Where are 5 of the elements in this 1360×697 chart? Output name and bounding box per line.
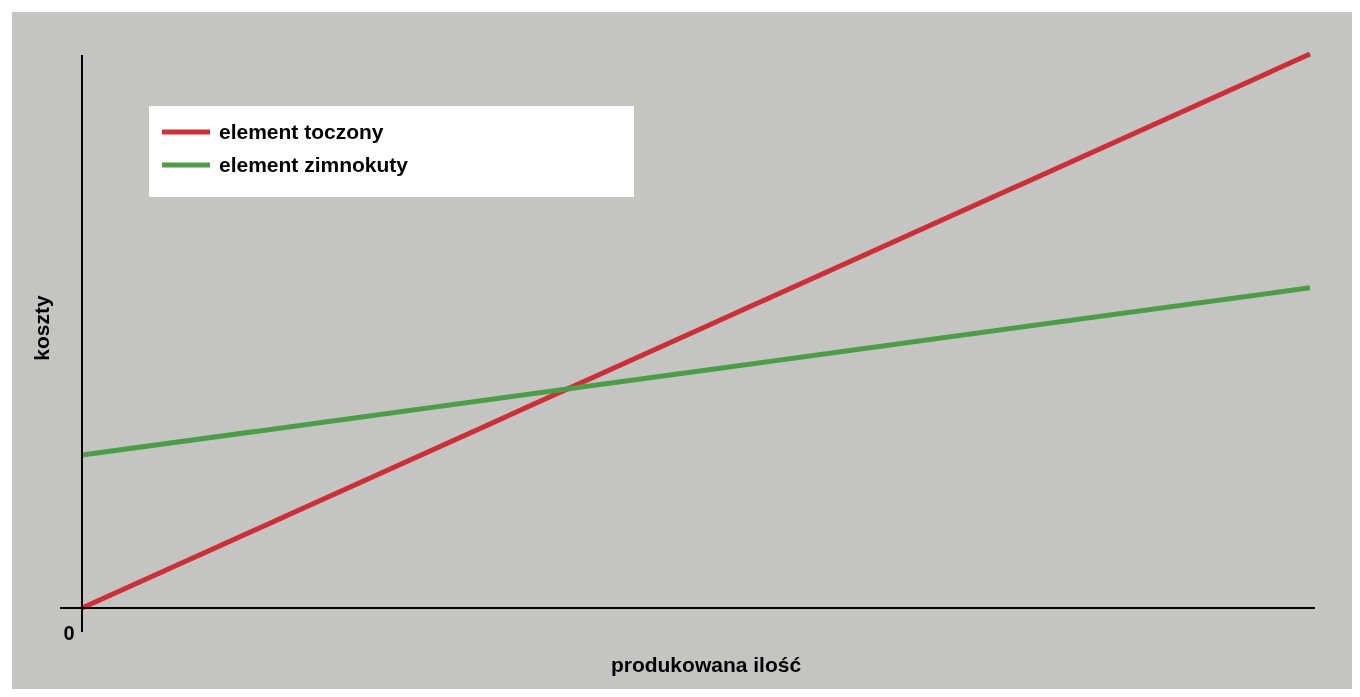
legend-label: element toczony xyxy=(219,120,384,143)
x-axis-title: produkowana ilość xyxy=(610,653,802,676)
y-axis-title: koszty xyxy=(30,295,53,361)
text: 0 xyxy=(63,622,75,644)
legend-label: element zimnokuty xyxy=(219,153,409,176)
